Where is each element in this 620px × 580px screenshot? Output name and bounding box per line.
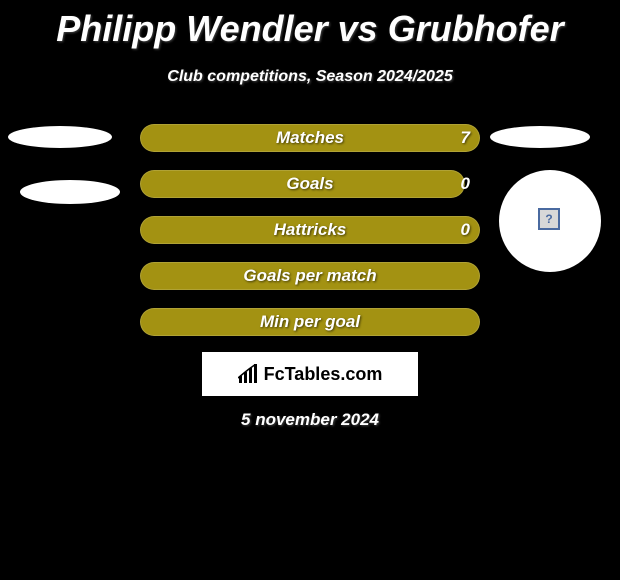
stat-bar-row: Min per goal — [140, 308, 480, 336]
stat-bar-value: 0 — [461, 170, 470, 198]
stat-bar-row: Matches7 — [140, 124, 480, 152]
chart-icon — [238, 364, 260, 384]
placeholder-badge: ? — [538, 208, 560, 230]
logo-text: FcTables.com — [264, 364, 383, 385]
decor-ellipse-left-2 — [20, 180, 120, 204]
logo: FcTables.com — [238, 364, 383, 385]
decor-ellipse-right-1 — [490, 126, 590, 148]
stat-bar-row: Hattricks0 — [140, 216, 480, 244]
stat-bar-label: Matches — [140, 124, 480, 152]
decor-ellipse-left-1 — [8, 126, 112, 148]
stat-bar-label: Min per goal — [140, 308, 480, 336]
stat-bar-label: Goals — [140, 170, 480, 198]
stat-bar-value: 0 — [461, 216, 470, 244]
stat-bars: Matches7Goals0Hattricks0Goals per matchM… — [140, 124, 480, 354]
stat-bar-row: Goals0 — [140, 170, 480, 198]
placeholder-badge-symbol: ? — [545, 212, 552, 226]
date-label: 5 november 2024 — [0, 410, 620, 430]
stat-bar-label: Goals per match — [140, 262, 480, 290]
page-title: Philipp Wendler vs Grubhofer — [0, 0, 620, 50]
stat-bar-label: Hattricks — [140, 216, 480, 244]
stat-bar-row: Goals per match — [140, 262, 480, 290]
stat-bar-value: 7 — [461, 124, 470, 152]
logo-box: FcTables.com — [202, 352, 418, 396]
subtitle: Club competitions, Season 2024/2025 — [0, 68, 620, 86]
